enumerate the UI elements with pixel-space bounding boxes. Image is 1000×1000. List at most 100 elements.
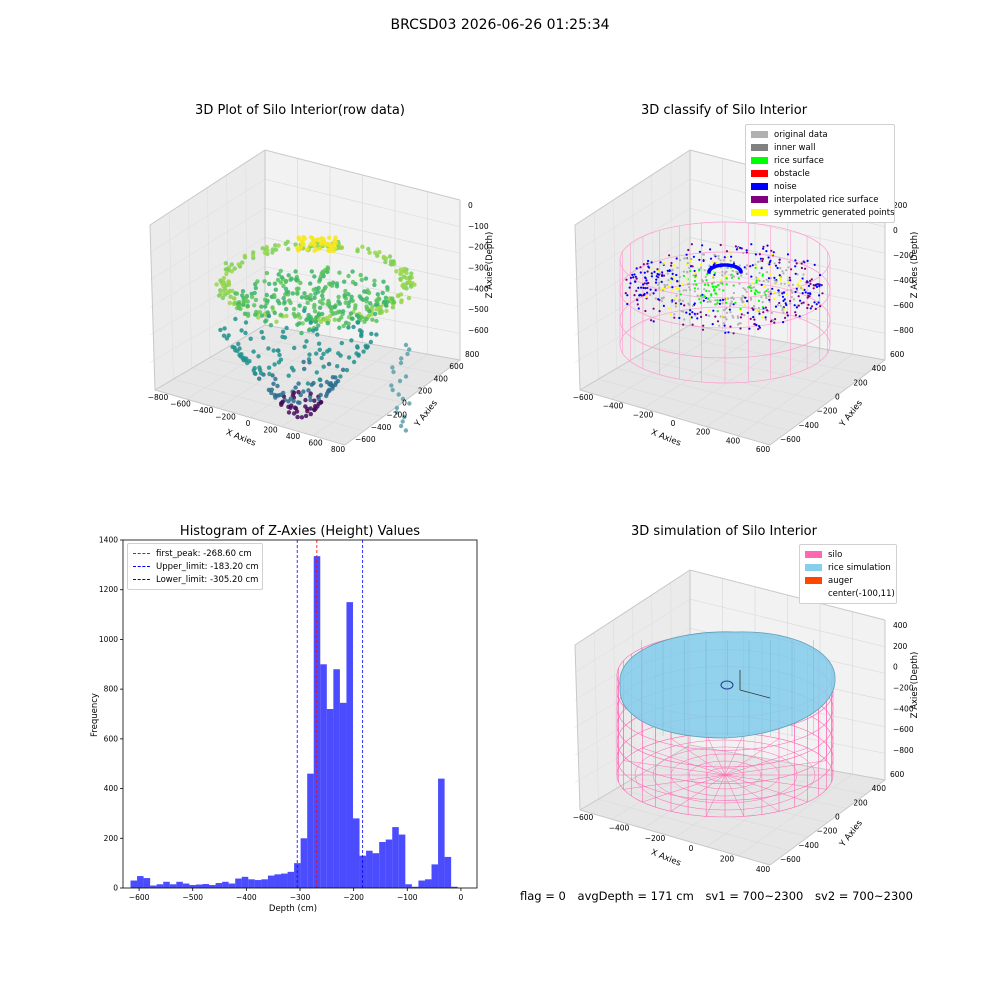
classify-point <box>646 262 649 265</box>
raw-point <box>289 365 295 370</box>
histogram-bar <box>235 878 242 888</box>
raw-point <box>233 316 238 322</box>
classify-point <box>769 259 772 262</box>
classify-point <box>775 280 778 283</box>
raw-point <box>325 302 330 307</box>
classify-point <box>725 283 728 286</box>
raw-point <box>302 291 307 296</box>
classify-point <box>663 286 667 289</box>
raw-point <box>232 266 237 271</box>
histogram-bar <box>143 878 151 888</box>
raw-point <box>330 283 335 288</box>
x-tick-label: −400 <box>193 406 214 415</box>
classify-point <box>759 257 762 260</box>
histogram-legend: first_peak: -268.60 cm Upper_limit: -183.… <box>127 543 263 590</box>
histogram-bar <box>411 886 419 888</box>
raw-point <box>390 296 395 301</box>
raw-point <box>337 270 342 275</box>
raw-point <box>257 376 262 381</box>
classify-point <box>777 289 780 292</box>
histogram-bar <box>326 709 334 888</box>
z-tick-label: 0 <box>893 663 898 672</box>
classify-point <box>790 296 793 299</box>
classify-point <box>757 328 760 331</box>
raw-point <box>344 367 350 373</box>
raw-point <box>308 406 313 411</box>
classify-point <box>690 243 693 246</box>
classify-point <box>754 266 757 269</box>
classify-point <box>725 270 728 273</box>
classify-point <box>668 254 671 257</box>
histogram-bar <box>130 880 138 888</box>
raw-point <box>336 317 342 323</box>
classify-point <box>773 291 776 294</box>
classify-point <box>783 282 786 285</box>
classify-point <box>745 267 748 270</box>
raw-point <box>346 300 352 305</box>
raw-point <box>321 351 326 357</box>
classify-point <box>723 256 726 259</box>
raw-point <box>317 347 322 352</box>
histogram-bar <box>281 873 288 888</box>
classify-point <box>778 258 781 261</box>
z-tick-label: 200 <box>893 201 908 210</box>
y-tick-label: 800 <box>104 685 119 694</box>
z-tick-label: −200 <box>893 251 914 260</box>
classify-point <box>700 278 703 282</box>
raw-point <box>336 294 341 300</box>
raw-point <box>312 398 317 403</box>
raw-point <box>369 331 374 336</box>
classify-point <box>708 309 711 312</box>
legend-swatch <box>751 196 768 203</box>
raw-point <box>237 352 242 358</box>
classify-point <box>753 292 756 295</box>
raw-point <box>337 325 342 330</box>
classify-point <box>778 294 781 297</box>
raw-point <box>385 285 390 290</box>
classify-point <box>626 302 629 306</box>
classify-point <box>767 290 770 294</box>
raw-point <box>308 320 313 325</box>
raw-point <box>317 377 322 382</box>
raw-point <box>346 292 351 297</box>
classify-point <box>642 283 645 286</box>
classify-point <box>678 284 681 287</box>
classify-point <box>671 288 674 291</box>
raw-point <box>391 300 396 305</box>
classify-point <box>685 257 688 260</box>
classify-point <box>787 266 790 269</box>
z-tick-label: 0 <box>468 201 473 210</box>
classify-point <box>656 283 660 286</box>
classify-point <box>725 318 728 321</box>
raw-point <box>335 364 340 369</box>
silo-floor-spoke <box>705 733 726 776</box>
raw-point <box>281 296 286 301</box>
raw-point <box>261 335 266 340</box>
classify-point <box>699 311 702 314</box>
classify-point <box>713 272 717 275</box>
raw-point <box>252 371 257 376</box>
classify-point <box>764 318 767 321</box>
raw-point <box>295 290 300 295</box>
figure-title: BRCSD03 2026-06-26 01:25:34 <box>390 17 610 33</box>
status-sv1: sv1 = 700~2300 <box>705 889 804 903</box>
status-flag: flag = 0 <box>520 889 566 903</box>
raw-point <box>308 397 313 403</box>
classify-point <box>755 281 758 284</box>
classify-point <box>802 273 805 276</box>
grid-line <box>207 187 211 358</box>
classify-point <box>752 286 755 289</box>
legend-label: interpolated rice surface <box>774 194 879 205</box>
classify-point <box>752 308 755 311</box>
classify-point <box>766 262 769 265</box>
raw-point <box>332 317 337 322</box>
raw-point <box>306 388 311 393</box>
classify-point <box>650 319 653 322</box>
raw-point <box>312 242 317 247</box>
raw-point <box>346 304 351 309</box>
classify-silo-wireframe <box>619 221 831 384</box>
x-tick-label: 200 <box>696 428 711 437</box>
raw-point <box>252 303 257 308</box>
histogram-reference-lines <box>296 540 364 888</box>
classify-point <box>719 299 722 302</box>
